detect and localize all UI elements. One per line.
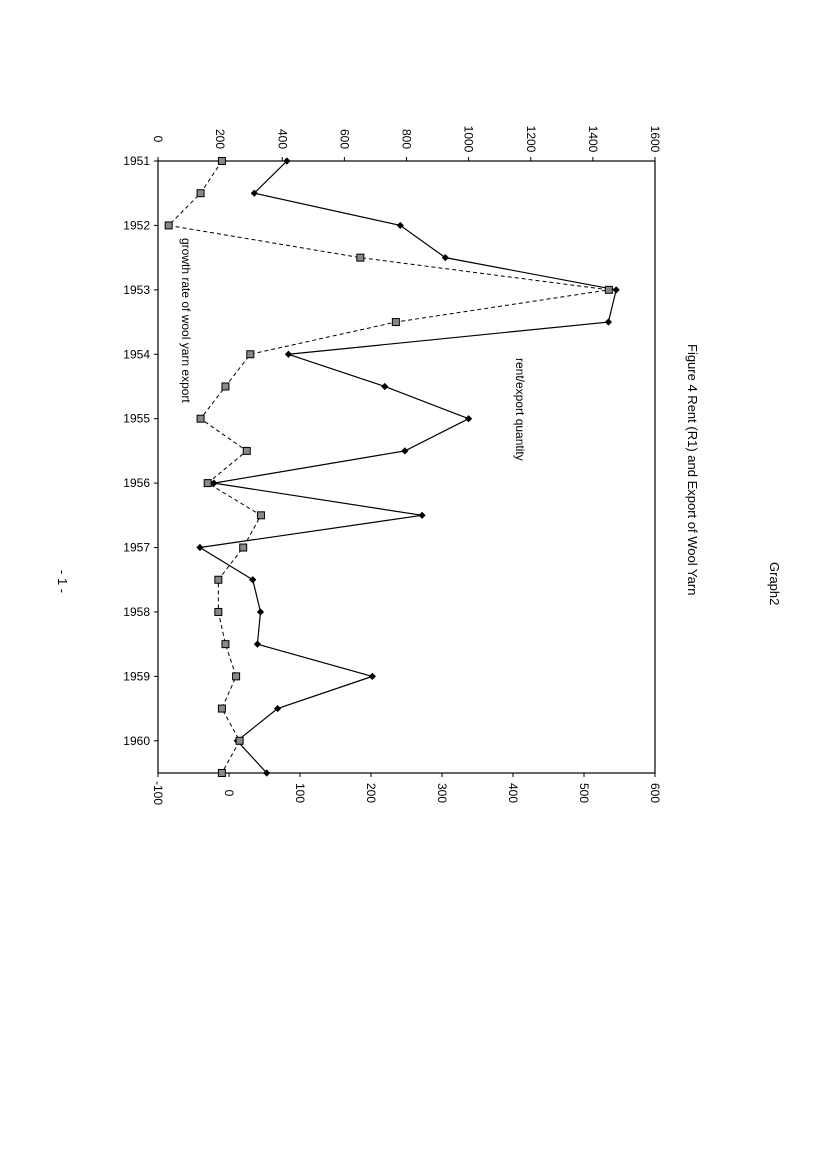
rent-point (612, 286, 620, 294)
growth-rate-point (356, 253, 365, 262)
x-tick-label: 1954 (123, 347, 150, 361)
growth-rate-point (235, 736, 244, 745)
growth-rate-series (164, 157, 613, 777)
growth-rate-point (246, 350, 255, 359)
x-tick-label: 1955 (123, 412, 150, 426)
rent-point (253, 640, 261, 648)
right-tick-label: 100 (293, 783, 307, 803)
rent-point (263, 769, 271, 777)
x-tick-label: 1952 (123, 218, 150, 232)
right-tick-label: 200 (364, 783, 378, 803)
rent-point (396, 221, 404, 230)
growth-rate-point (196, 189, 205, 198)
growth-rate-point (217, 769, 226, 777)
left-tick-label: 800 (400, 129, 414, 149)
rent-point (273, 704, 282, 713)
left-tick-label: 600 (337, 129, 351, 149)
right-tick-label: 0 (222, 790, 236, 797)
x-tick-label: 1956 (123, 476, 150, 490)
rent-series-line (198, 160, 617, 774)
right-tick-label: 300 (435, 783, 449, 803)
rent-point (284, 350, 293, 358)
rent-point (256, 608, 265, 616)
rent-point (418, 511, 426, 519)
growth-rate-point (221, 640, 230, 649)
left-tick-label: 1200 (524, 126, 538, 153)
growth-rate-point (217, 704, 226, 713)
growth-rate-point (217, 157, 226, 165)
right-value-axis: -100 0 100 200 300 400 500 600 (151, 773, 662, 805)
growth-rate-series-label: growth rate of wool yarn export (179, 238, 193, 403)
right-tick-label: 600 (648, 783, 662, 803)
growth-rate-point (391, 318, 400, 327)
growth-rate-point (196, 414, 205, 423)
growth-rate-point (604, 285, 613, 294)
left-tick-label: 0 (151, 136, 165, 143)
x-tick-label: 1951 (123, 154, 150, 168)
rent-point (381, 382, 389, 391)
rent-point (401, 447, 409, 455)
plot-frame (157, 160, 656, 774)
left-tick-label: 1000 (462, 126, 476, 153)
right-tick-label: 400 (506, 783, 520, 803)
growth-rate-point (242, 446, 251, 455)
growth-rate-point (164, 221, 173, 230)
rent-point (283, 157, 291, 165)
rent-series (196, 157, 620, 777)
left-tick-label: 1400 (586, 126, 600, 153)
rent-point (210, 479, 218, 487)
x-tick-label: 1959 (123, 669, 150, 683)
left-tick-label: 1600 (648, 126, 662, 153)
growth-rate-series-line (167, 160, 609, 774)
right-tick-label: -100 (151, 781, 165, 805)
growth-rate-point (239, 543, 248, 552)
growth-rate-point (256, 511, 265, 520)
x-tick-label: 1953 (123, 283, 150, 297)
rent-point (250, 189, 258, 197)
x-tick-label: 1960 (123, 734, 150, 748)
rent-series-label: rent/export quantity (513, 358, 527, 461)
x-axis: 1951 1952 1953 1954 1955 1956 1957 1958 1959 1960 (123, 154, 158, 748)
rent-point (441, 254, 449, 262)
rent-point (368, 672, 376, 680)
left-value-axis: 0 200 400 600 800 1000 1200 1400 1600 (151, 126, 662, 161)
series-labels: rent/export quantity growth rate of wool … (179, 238, 527, 461)
rent-point (465, 415, 473, 423)
left-tick-label: 400 (275, 129, 289, 149)
rent-point (604, 318, 613, 326)
growth-rate-point (214, 575, 223, 584)
x-tick-label: 1957 (123, 541, 150, 555)
x-tick-label: 1958 (123, 605, 150, 619)
growth-rate-point (221, 382, 230, 391)
growth-rate-point (214, 607, 223, 616)
right-tick-label: 500 (577, 783, 591, 803)
left-tick-label: 200 (213, 129, 227, 149)
rent-point (196, 543, 204, 552)
growth-rate-point (232, 672, 241, 681)
growth-rate-point (203, 479, 212, 488)
rent-point (249, 576, 257, 584)
